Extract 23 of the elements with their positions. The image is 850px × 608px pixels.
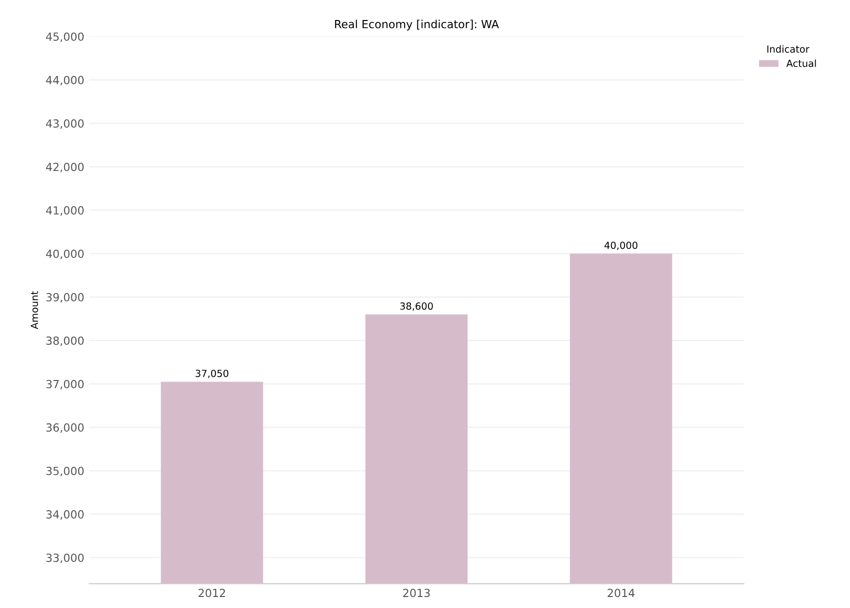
y-tick-label: 37,000 xyxy=(46,380,84,390)
y-tick-label: 34,000 xyxy=(46,510,84,520)
chart-title: Real Economy [indicator]: WA xyxy=(335,20,499,30)
y-tick-label: 41,000 xyxy=(46,206,84,216)
y-tick-label: 39,000 xyxy=(46,293,84,303)
y-tick-label: 36,000 xyxy=(46,423,84,433)
x-tick-label: 2014 xyxy=(608,588,635,598)
x-tick-label: 2012 xyxy=(198,588,225,598)
legend-label: Actual xyxy=(786,60,816,68)
y-tick-label: 40,000 xyxy=(46,250,84,260)
y-tick-label: 33,000 xyxy=(46,554,84,564)
y-tick-label: 45,000 xyxy=(46,32,84,42)
text: 38,600 xyxy=(400,302,433,311)
text: 40,000 xyxy=(604,242,638,250)
y-tick-label: 42,000 xyxy=(46,162,84,172)
x-tick-label: 2013 xyxy=(403,588,430,598)
y-tick-label: 44,000 xyxy=(46,76,84,86)
text: 37,050 xyxy=(196,370,228,378)
y-tick-label: 43,000 xyxy=(46,119,84,129)
y-tick-label: 35,000 xyxy=(46,466,84,476)
y-tick-label: 38,000 xyxy=(46,336,84,346)
legend-title: Indicator xyxy=(767,45,810,53)
y-axis-title: Amount xyxy=(30,291,38,330)
